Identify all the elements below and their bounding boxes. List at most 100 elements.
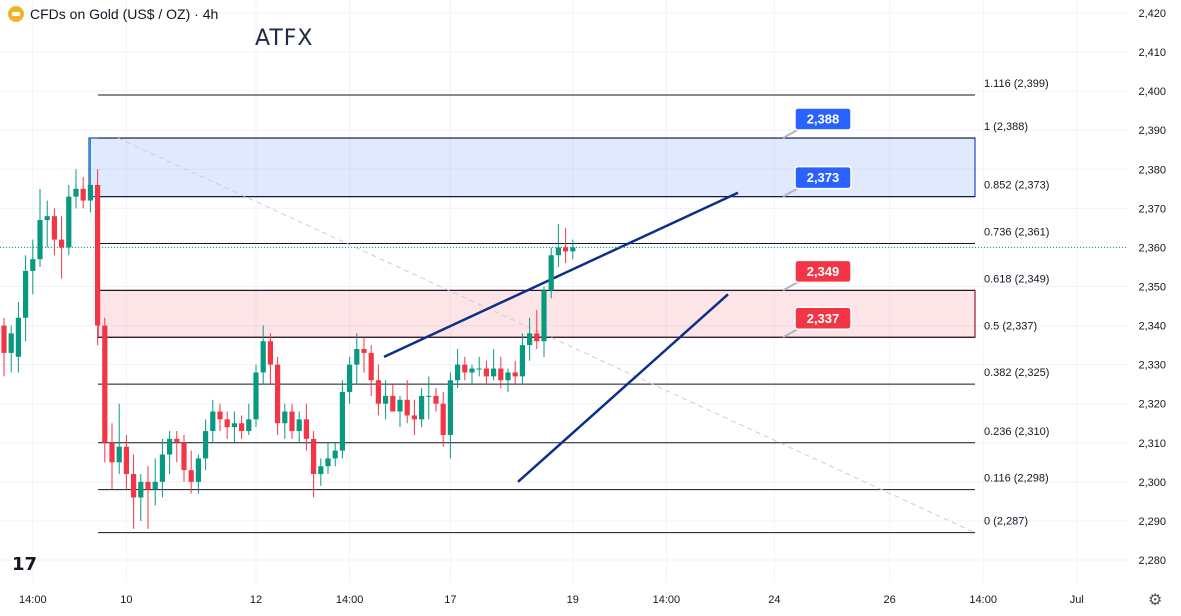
candle-body [224, 419, 230, 428]
fib-level-label: 0.236 (2,310) [984, 426, 1049, 438]
price-callout [794, 165, 852, 190]
candle-body [217, 411, 223, 420]
time-tick-label: 14:00 [336, 594, 364, 606]
candle-body [231, 423, 237, 428]
candle-body [181, 442, 187, 471]
candle-body [30, 259, 36, 271]
candle-body [469, 368, 475, 373]
candle-body [462, 364, 468, 373]
candle-body [275, 364, 281, 424]
candle-body [267, 341, 273, 365]
candle-body [519, 345, 525, 377]
channel-lower-line [517, 293, 729, 483]
candle-body [361, 349, 367, 353]
time-tick-label: 26 [883, 594, 895, 606]
price-callout [794, 259, 852, 284]
price-tick-label: 2,310 [1138, 438, 1166, 450]
time-axis[interactable]: 14:00 10 12 14:00 17 19 14:00 24 26 14:00 Jul [19, 594, 1084, 606]
candle-body [159, 454, 165, 482]
channel-upper-line [383, 191, 739, 358]
candle-body [354, 349, 360, 365]
fib-level-label: 0.736 (2,361) [984, 227, 1049, 239]
candle-body [483, 368, 489, 377]
candle-body [332, 450, 338, 459]
price-tick-label: 2,370 [1138, 203, 1166, 215]
candle-body [87, 184, 93, 201]
candles [1, 138, 576, 529]
price-tick-label: 2,330 [1138, 360, 1166, 372]
candle-body [548, 255, 554, 291]
candle-body [1, 325, 7, 353]
price-axis[interactable]: 2,420 2,410 2,400 2,390 2,380 2,370 2,360 2,350… [1138, 8, 1166, 567]
fib-level-label: 1.116 (2,399) [984, 78, 1049, 90]
fib-level-label: 1 (2,388) [984, 121, 1028, 133]
candle-body [426, 395, 432, 397]
candle-body [8, 333, 14, 353]
candle-body [102, 325, 108, 443]
candle-body [476, 368, 482, 370]
price-tick-label: 2,290 [1138, 516, 1166, 528]
fib-level-label: 0.382 (2,325) [984, 367, 1049, 379]
candle-body [498, 368, 504, 381]
price-tick-label: 2,410 [1138, 47, 1166, 59]
fib-level-label: 0.618 (2,349) [984, 273, 1049, 285]
candle-body [80, 188, 86, 201]
brand-logo: ATFX [255, 26, 314, 51]
candle-body [390, 395, 396, 412]
fib-retracement[interactable]: 1.116 (2,399) 1 (2,388) 0.852 (2,373) 0.736… [98, 78, 1049, 534]
candle-body [411, 415, 417, 420]
settings-gear-icon[interactable]: ⚙ [1148, 592, 1163, 609]
time-tick-label: 24 [768, 594, 780, 606]
candle-body [311, 438, 317, 475]
candle-body [289, 411, 295, 432]
candle-body [541, 290, 547, 342]
candle-body [73, 188, 79, 197]
time-tick-label: 10 [120, 594, 132, 606]
price-callouts[interactable]: 2,388 2,373 2,349 2,337 [782, 107, 852, 339]
candle-body [109, 442, 115, 463]
fib-level-label: 0.5 (2,337) [984, 320, 1037, 332]
candle-body [512, 372, 518, 377]
price-callout [794, 107, 852, 131]
time-tick-label: 17 [444, 594, 456, 606]
price-tick-label: 2,390 [1138, 125, 1166, 137]
candle-body [491, 368, 497, 377]
candle-body [368, 352, 374, 381]
symbol-title[interactable]: CFDs on Gold (US$ / OZ) · 4h [30, 6, 219, 22]
candle-body [375, 380, 381, 404]
candle-body [419, 395, 425, 420]
candle-body [239, 423, 245, 432]
candle-body [505, 372, 511, 381]
candle-body [570, 247, 576, 252]
candle-body [563, 247, 569, 252]
price-tick-label: 2,340 [1138, 321, 1166, 333]
candle-body [260, 341, 266, 373]
candle-body [15, 317, 21, 357]
candle-body [203, 431, 209, 459]
candle-body [433, 395, 439, 404]
candle-body [167, 438, 173, 455]
time-tick-label: 14:00 [653, 594, 681, 606]
gold-coin-icon [8, 6, 24, 22]
fib-level-label: 0.852 (2,373) [984, 180, 1049, 192]
time-tick-label: Jul [1070, 594, 1084, 606]
candle-body [347, 364, 353, 392]
candle-body [383, 395, 389, 404]
price-callout [794, 306, 852, 331]
tradingview-logo[interactable]: 17 [12, 554, 38, 575]
price-tick-label: 2,320 [1138, 399, 1166, 411]
candle-body [246, 419, 252, 432]
price-tick-label: 2,300 [1138, 477, 1166, 489]
candle-body [195, 458, 201, 482]
candle-body [123, 446, 129, 475]
fib-level-label: 0.116 (2,298) [984, 473, 1049, 485]
price-tick-label: 2,360 [1138, 242, 1166, 254]
candle-body [282, 411, 288, 424]
candle-body [253, 372, 259, 420]
candle-body [174, 438, 180, 443]
candle-body [527, 333, 533, 346]
candle-body [116, 446, 122, 463]
price-tick-label: 2,350 [1138, 282, 1166, 294]
candle-body [44, 216, 50, 221]
